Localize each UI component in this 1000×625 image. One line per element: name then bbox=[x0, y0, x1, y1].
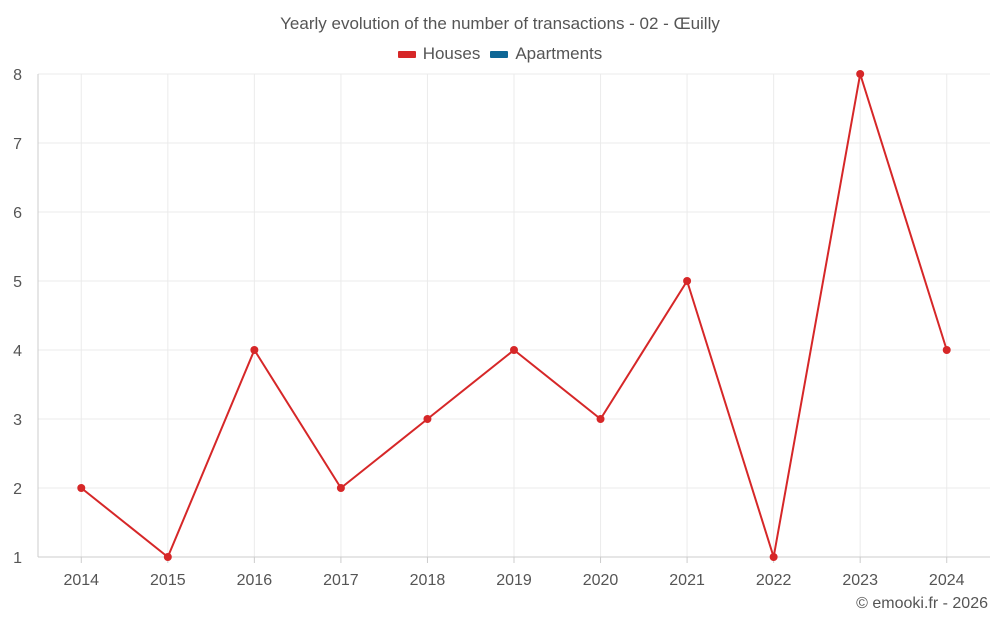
axes: 1 2 3 4 5 6 7 8 2014 2015 2016 2017 2018 2019 2020 2021… bbox=[13, 67, 990, 589]
legend-item-apartments[interactable]: Apartments bbox=[490, 44, 602, 64]
x-tick-label-2024: 2024 bbox=[929, 572, 965, 589]
data-point-houses-2023[interactable] bbox=[856, 70, 865, 78]
legend-swatch-houses bbox=[397, 50, 416, 58]
data-point-houses-2017[interactable] bbox=[336, 484, 345, 492]
legend-label-houses: Houses bbox=[422, 44, 481, 63]
y-tick-label-4: 4 bbox=[13, 343, 22, 360]
x-tick-label-2022: 2022 bbox=[756, 572, 792, 589]
data-point-houses-2016[interactable] bbox=[250, 346, 259, 354]
data-point-houses-2021[interactable] bbox=[683, 277, 692, 285]
x-tick-label-2016: 2016 bbox=[237, 572, 273, 589]
legend: Houses Apartments bbox=[0, 44, 1000, 64]
x-tick-label-2015: 2015 bbox=[150, 572, 186, 589]
x-tick-label-2019: 2019 bbox=[496, 572, 532, 589]
x-tick-label-2023: 2023 bbox=[842, 572, 878, 589]
y-tick-label-6: 6 bbox=[13, 205, 22, 222]
data-point-houses-2018[interactable] bbox=[423, 415, 432, 423]
data-point-houses-2020[interactable] bbox=[596, 415, 605, 423]
x-tick-label-2021: 2021 bbox=[669, 572, 705, 589]
legend-item-houses[interactable]: Houses bbox=[397, 44, 481, 64]
y-tick-label-3: 3 bbox=[13, 412, 22, 429]
data-point-houses-2014[interactable] bbox=[77, 484, 86, 492]
x-tick-label-2014: 2014 bbox=[63, 572, 99, 589]
y-tick-label-2: 2 bbox=[13, 481, 22, 498]
series-layer bbox=[77, 70, 951, 561]
x-tick-label-2018: 2018 bbox=[410, 572, 446, 589]
y-tick-label-5: 5 bbox=[13, 274, 22, 291]
data-point-houses-2024[interactable] bbox=[942, 346, 951, 354]
x-tick-label-2017: 2017 bbox=[323, 572, 359, 589]
grid-lines bbox=[38, 73, 990, 557]
y-tick-label-1: 1 bbox=[13, 550, 22, 567]
chart-title: Yearly evolution of the number of transa… bbox=[280, 14, 720, 33]
data-point-houses-2022[interactable] bbox=[769, 553, 778, 561]
legend-swatch-apartments bbox=[490, 50, 509, 58]
x-tick-label-2020: 2020 bbox=[583, 572, 619, 589]
y-tick-label-7: 7 bbox=[13, 136, 22, 153]
data-point-houses-2019[interactable] bbox=[510, 346, 518, 354]
legend-label-apartments: Apartments bbox=[515, 44, 603, 63]
data-point-houses-2015[interactable] bbox=[163, 553, 172, 561]
y-tick-label-8: 8 bbox=[13, 67, 22, 84]
credit-text: © emooki.fr - 2026 bbox=[856, 595, 988, 612]
